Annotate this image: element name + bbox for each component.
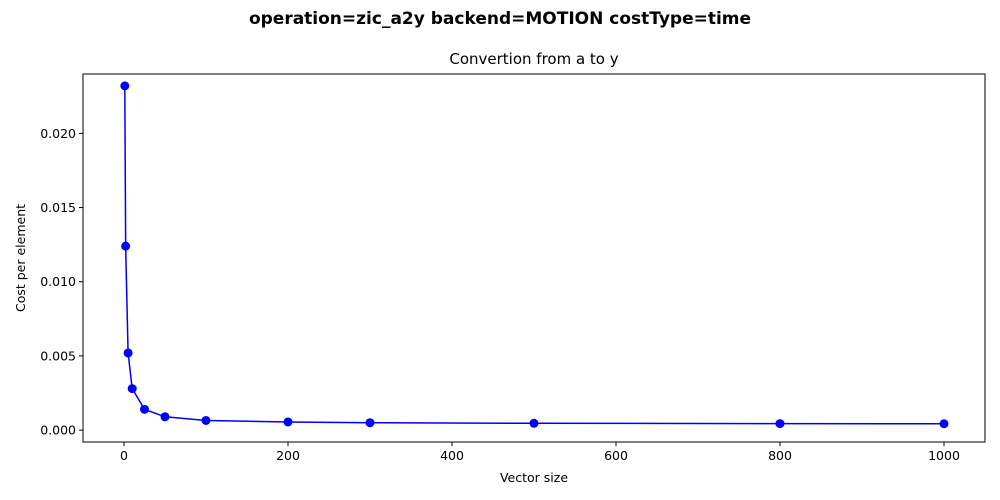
x-tick-label: 1000: [928, 448, 960, 463]
x-tick-label: 200: [276, 448, 300, 463]
x-tick-label: 600: [604, 448, 628, 463]
data-point: [939, 419, 949, 429]
plot-area: 0 200 400 600 800 1000 0.0000.0050.0100.0150.…: [40, 73, 986, 463]
y-axis-ticks: 0.000 0.005 0.010 0.015 0.020: [40, 126, 83, 438]
axes-frame: [82, 73, 986, 443]
y-axis-label: Cost per element: [13, 204, 28, 312]
data-point: [121, 241, 131, 251]
figure-suptitle: operation=zic_a2y backend=MOTION costTyp…: [249, 9, 751, 29]
chart-title: Convertion from a to y: [449, 50, 618, 68]
data-point: [365, 418, 375, 428]
data-point: [123, 348, 133, 358]
y-tick-label: 0.015: [40, 200, 76, 215]
data-point: [201, 415, 211, 425]
series-group: [120, 81, 949, 429]
y-tick-label: 0.000: [40, 423, 76, 438]
x-tick-label: 400: [440, 448, 464, 463]
data-point: [140, 404, 149, 414]
x-tick-label: 800: [768, 448, 792, 463]
data-point: [160, 412, 170, 422]
x-axis-ticks: 0 200 400 600 800 1000: [120, 442, 960, 463]
y-tick-label: 0.005: [40, 348, 76, 363]
y-tick-label: 0.010: [40, 274, 76, 289]
data-point: [529, 418, 539, 428]
data-point: [775, 419, 785, 429]
y-tick-label: 0.020: [40, 126, 76, 141]
data-point: [283, 417, 293, 427]
data-point: [127, 384, 137, 394]
series-line: [124, 85, 945, 425]
x-tick-label: 0: [120, 448, 128, 463]
x-axis-label: Vector size: [500, 470, 568, 485]
data-point: [120, 81, 130, 91]
